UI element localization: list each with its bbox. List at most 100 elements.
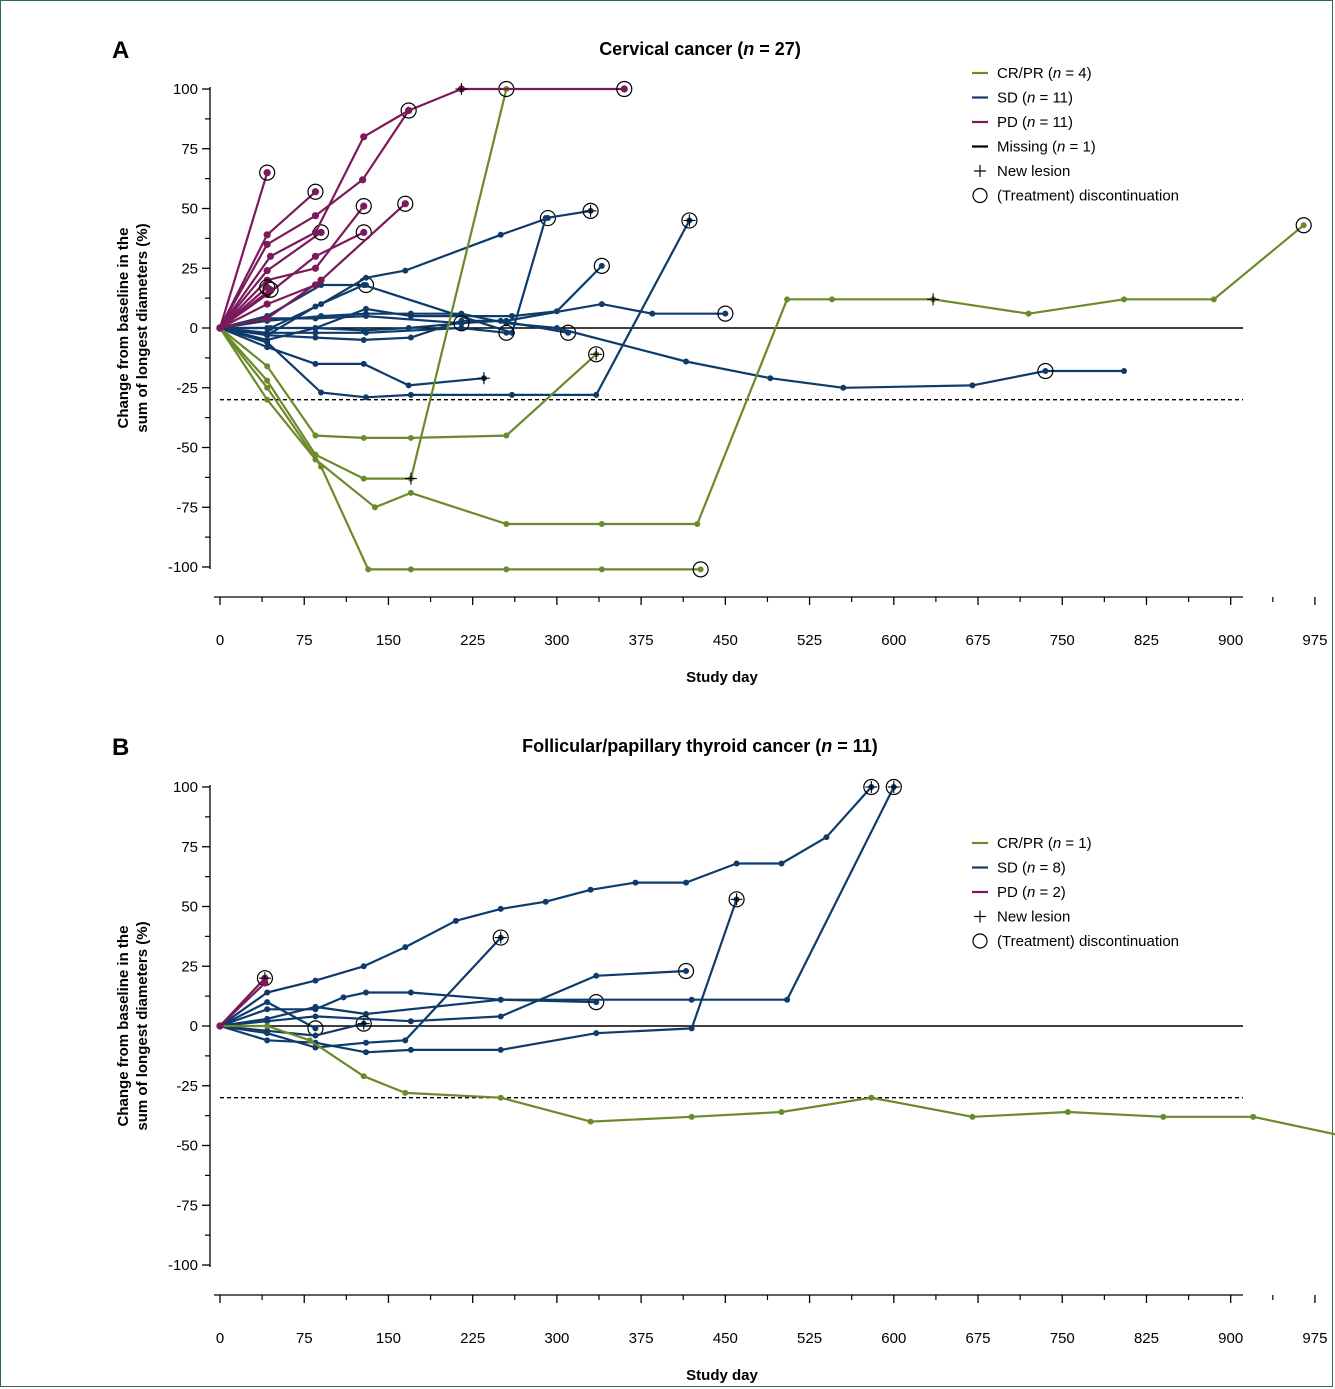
data-point bbox=[312, 1032, 319, 1039]
data-point bbox=[767, 375, 774, 382]
discontinuation-marker bbox=[681, 212, 698, 229]
y-tick-label: 0 bbox=[190, 1018, 198, 1035]
discontinuation-marker bbox=[453, 315, 470, 332]
data-point bbox=[587, 886, 594, 893]
chart-panel-A: A Cervical cancer (n = 27) 100 75 50 25 0 -25 -5… bbox=[112, 37, 1327, 686]
data-point bbox=[264, 363, 271, 370]
x-tick-label: 75 bbox=[296, 1330, 313, 1347]
data-point bbox=[312, 977, 319, 984]
data-point bbox=[840, 384, 847, 391]
y-tick-label: 25 bbox=[181, 260, 198, 277]
y-tick-label: -50 bbox=[176, 1138, 198, 1155]
data-point bbox=[306, 1037, 313, 1044]
x-tick-label: 150 bbox=[376, 1330, 401, 1347]
series-line bbox=[219, 786, 873, 1027]
legend-label: (Treatment) discontinuation bbox=[997, 933, 1179, 950]
y-tick-label: 0 bbox=[190, 320, 198, 337]
discontinuation-marker bbox=[355, 1015, 372, 1032]
data-point bbox=[360, 360, 367, 367]
data-point bbox=[598, 301, 605, 308]
data-point bbox=[503, 329, 510, 336]
data-point bbox=[497, 1013, 504, 1020]
data-point bbox=[402, 1089, 409, 1096]
data-point bbox=[312, 329, 319, 336]
chart-title: Follicular/papillary thyroid cancer (n =… bbox=[522, 736, 878, 756]
y-tick-label: 75 bbox=[181, 839, 198, 856]
data-point bbox=[407, 434, 414, 441]
data-point bbox=[458, 325, 465, 331]
series-pd bbox=[216, 979, 269, 1030]
x-tick-label: 525 bbox=[797, 1330, 822, 1347]
chart-panel-B: B Follicular/papillary thyroid cancer (n … bbox=[112, 734, 1335, 1384]
data-point bbox=[593, 391, 600, 398]
y-tick-label: -25 bbox=[176, 1078, 198, 1095]
discontinuation-marker bbox=[582, 202, 599, 219]
series-line bbox=[219, 936, 502, 1049]
data-point bbox=[1121, 296, 1128, 303]
data-point bbox=[264, 1006, 271, 1013]
x-tick-label: 525 bbox=[797, 632, 822, 649]
data-point bbox=[360, 228, 368, 236]
discontinuation-marker bbox=[593, 257, 610, 274]
data-point bbox=[688, 1113, 695, 1120]
series-line bbox=[219, 202, 407, 330]
data-point bbox=[1300, 222, 1307, 229]
data-point bbox=[497, 231, 504, 238]
discontinuation-marker bbox=[588, 993, 605, 1011]
data-point bbox=[264, 1023, 271, 1029]
y-axis-label-line2: sum of longest diameters (%) bbox=[134, 921, 151, 1130]
discontinuation-marker bbox=[588, 346, 605, 363]
data-point bbox=[1210, 296, 1217, 303]
data-point bbox=[593, 972, 600, 979]
data-point bbox=[778, 1109, 785, 1116]
data-point bbox=[312, 1013, 319, 1020]
data-point bbox=[683, 358, 690, 365]
data-point bbox=[407, 391, 414, 398]
y-tick-label: 100 bbox=[173, 779, 198, 796]
series-line bbox=[219, 109, 410, 329]
x-tick-label: 75 bbox=[296, 632, 313, 649]
data-point bbox=[311, 252, 320, 260]
legend: CR/PR (n = 4) SD (n = 11) PD (n = 11) Missi… bbox=[972, 65, 1179, 205]
legend-label: New lesion bbox=[997, 909, 1070, 926]
data-point bbox=[688, 1025, 695, 1032]
x-tick-label: 600 bbox=[881, 632, 906, 649]
data-point bbox=[969, 1113, 976, 1120]
series-line bbox=[219, 231, 365, 329]
y-tick-label: -100 bbox=[168, 559, 198, 576]
data-point bbox=[312, 432, 319, 439]
data-point bbox=[407, 566, 414, 573]
data-point bbox=[360, 336, 367, 343]
data-point bbox=[317, 228, 325, 236]
data-point bbox=[458, 320, 465, 327]
data-point bbox=[263, 240, 271, 248]
data-point bbox=[452, 917, 459, 924]
x-tick-label: 225 bbox=[460, 632, 485, 649]
data-point bbox=[362, 305, 369, 312]
data-point bbox=[360, 202, 368, 210]
data-point bbox=[263, 267, 271, 275]
data-point bbox=[317, 276, 325, 284]
y-tick-label: 75 bbox=[181, 141, 198, 158]
data-point bbox=[362, 1039, 369, 1046]
data-point bbox=[264, 1027, 271, 1034]
series-line bbox=[219, 219, 691, 399]
data-point bbox=[829, 296, 836, 303]
data-point bbox=[263, 300, 271, 308]
x-axis-label: Study day bbox=[686, 669, 758, 686]
discontinuation-marker bbox=[885, 778, 902, 796]
data-point bbox=[407, 989, 414, 996]
x-tick-label: 600 bbox=[881, 1330, 906, 1347]
panel-letter: A bbox=[112, 37, 129, 64]
discontinuation-marker bbox=[492, 929, 509, 946]
data-point bbox=[318, 389, 325, 396]
y-tick-label: -50 bbox=[176, 440, 198, 457]
x-tick-label: 300 bbox=[544, 632, 569, 649]
x-tick-label: 300 bbox=[544, 1330, 569, 1347]
series-sd bbox=[217, 778, 880, 1029]
series-sd bbox=[217, 929, 509, 1051]
data-point bbox=[497, 996, 504, 1003]
y-tick-label: 50 bbox=[181, 899, 198, 916]
y-axis-label-line2: sum of longest diameters (%) bbox=[134, 223, 151, 432]
